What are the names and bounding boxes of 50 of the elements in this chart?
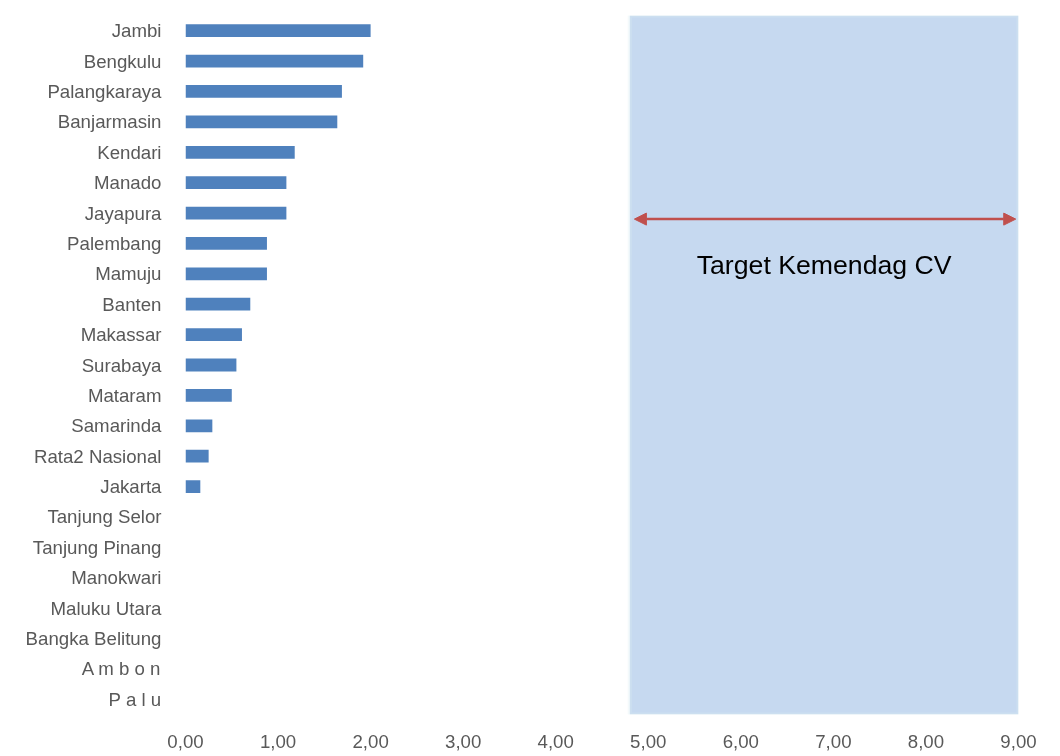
bar: [185, 449, 209, 463]
x-tick-label: 6,00: [722, 730, 759, 752]
y-tick-label: Jakarta: [100, 476, 163, 498]
y-tick-label: A m b o n: [81, 658, 161, 680]
y-tick-label: Bangka Belitung: [25, 628, 162, 650]
y-tick-label: Maluku Utara: [50, 597, 163, 619]
y-tick-label: Tanjung Pinang: [32, 536, 162, 558]
x-tick-label: 8,00: [907, 730, 945, 752]
y-tick-label: Mamuju: [95, 263, 162, 285]
y-tick-label: Kendari: [97, 141, 162, 163]
x-tick-label: 1,00: [259, 730, 297, 752]
bar: [185, 115, 338, 129]
y-tick-label: P a l u: [108, 688, 162, 710]
bar: [185, 206, 287, 220]
y-tick-label: Jayapura: [84, 202, 163, 224]
x-tick-label: 9,00: [1000, 730, 1037, 752]
bar: [185, 267, 267, 281]
bar: [185, 480, 201, 493]
y-tick-label: Rata2 Nasional: [33, 445, 162, 467]
x-tick-label: 7,00: [815, 730, 852, 752]
y-tick-label: Palembang: [67, 232, 162, 254]
bar: [185, 54, 364, 68]
bar: [185, 328, 242, 341]
y-tick-label: Makassar: [80, 324, 162, 346]
bar: [185, 297, 251, 311]
bar: [185, 419, 213, 433]
band-label: Target Kemendag CV: [696, 249, 952, 280]
y-tick-label: Samarinda: [71, 415, 163, 437]
y-tick-label: Bengkulu: [83, 50, 162, 72]
y-tick-label: Manado: [94, 172, 162, 194]
bar: [185, 176, 287, 190]
x-tick-label: 0,00: [167, 730, 204, 752]
bar: [185, 237, 267, 250]
bar: [185, 24, 371, 38]
x-tick-label: 5,00: [630, 730, 667, 752]
y-tick-label: Banten: [102, 293, 162, 315]
y-tick-label: Tanjung Selor: [47, 506, 162, 528]
y-tick-label: Jambi: [111, 20, 162, 42]
y-tick-label: Palangkaraya: [47, 80, 163, 102]
y-tick-label: Manokwari: [71, 567, 162, 589]
y-tick-label: Surabaya: [81, 354, 163, 376]
x-tick-label: 4,00: [537, 730, 574, 752]
bar: [185, 145, 295, 159]
x-tick-label: 2,00: [352, 730, 389, 752]
x-tick-label: 3,00: [445, 730, 482, 752]
y-tick-label: Banjarmasin: [57, 111, 162, 133]
bar: [185, 85, 342, 98]
bar: [185, 389, 232, 402]
bar: [185, 358, 237, 372]
y-tick-label: Mataram: [87, 384, 162, 406]
